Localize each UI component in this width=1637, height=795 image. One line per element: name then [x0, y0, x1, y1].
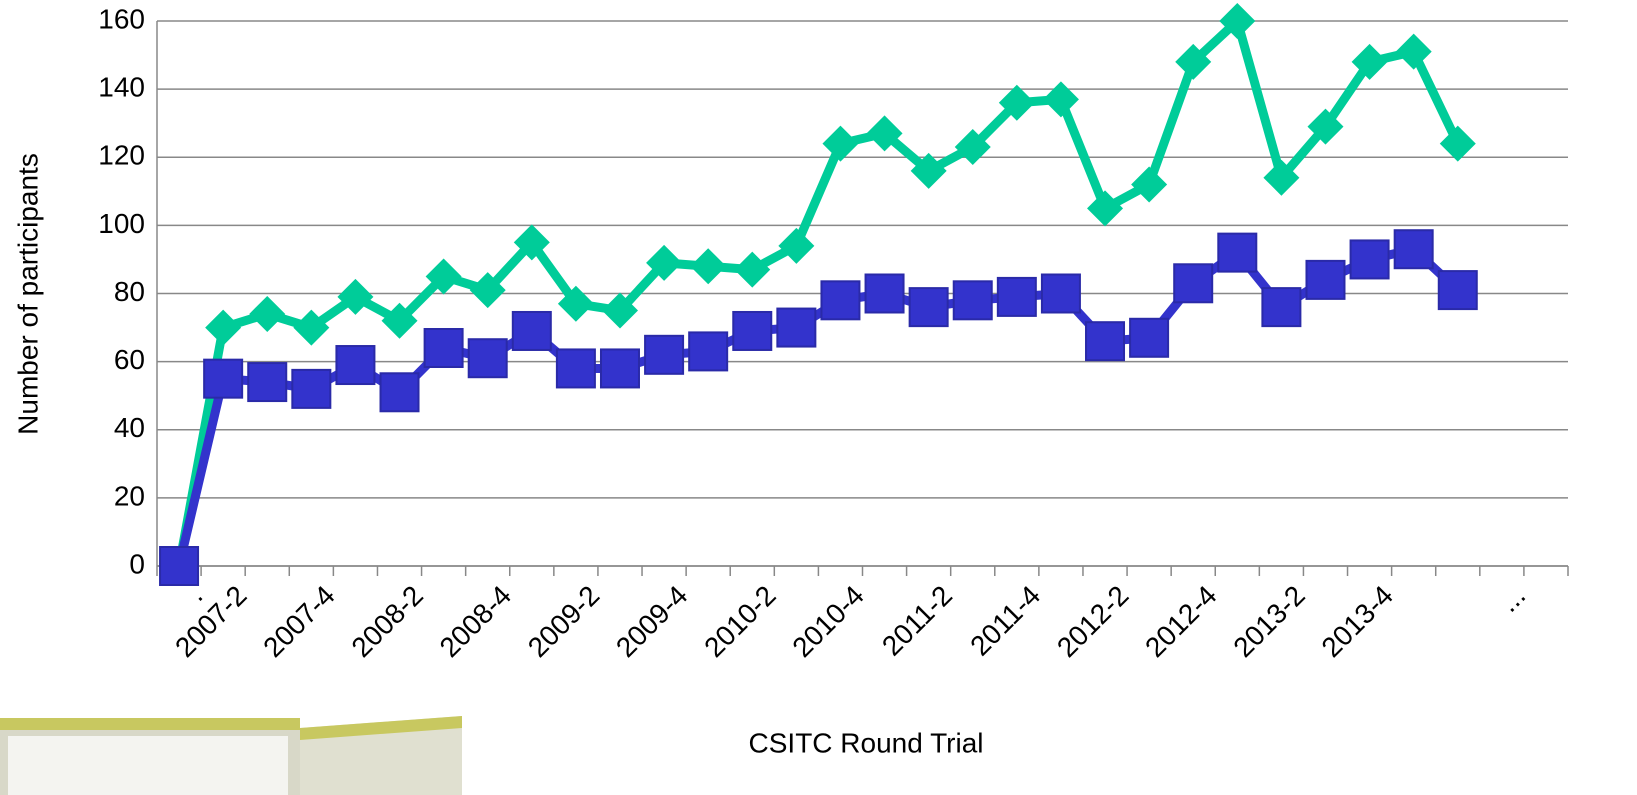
data-point: [1349, 239, 1390, 280]
data-point: [291, 368, 332, 409]
data-point: [998, 84, 1035, 121]
data-point: [1042, 81, 1079, 118]
data-point: [557, 285, 594, 322]
data-point: [690, 248, 727, 285]
data-point: [249, 295, 286, 332]
x-tick-label: 2013-2: [1227, 580, 1311, 664]
data-point: [734, 251, 771, 288]
y-tick-label: 140: [98, 72, 145, 103]
x-tick-label: 2007-4: [257, 580, 341, 664]
y-tick-label: 100: [98, 208, 145, 239]
data-point: [1307, 108, 1344, 145]
y-tick-label: 120: [98, 140, 145, 171]
data-point: [555, 348, 596, 389]
y-axis-label: Number of participants: [12, 153, 43, 435]
data-point: [335, 345, 376, 386]
data-point: [908, 287, 949, 328]
data-point: [467, 338, 508, 379]
x-axis-label: CSITC Round Trial: [749, 727, 984, 758]
data-point: [1085, 321, 1126, 362]
data-point: [601, 292, 638, 329]
data-point: [1175, 43, 1212, 80]
x-tick-label: 2009-2: [522, 580, 606, 664]
x-tick-label: 2012-2: [1051, 580, 1135, 664]
y-tick-label: 40: [114, 412, 145, 443]
data-point: [337, 278, 374, 315]
data-point: [1129, 317, 1170, 358]
thumbnail-screenshots: [0, 716, 462, 795]
x-tick-label: 2013-4: [1315, 580, 1399, 664]
data-point: [1351, 43, 1388, 80]
data-point: [511, 310, 552, 351]
data-point: [646, 244, 683, 281]
data-point: [954, 129, 991, 166]
data-point: [732, 310, 773, 351]
data-point: [293, 309, 330, 346]
data-point: [1305, 259, 1346, 300]
data-point: [1261, 287, 1302, 328]
x-tick-label: 2009-4: [610, 580, 694, 664]
x-tick-label: ...: [1493, 580, 1531, 618]
data-point: [644, 334, 685, 375]
data-point: [996, 276, 1037, 317]
data-point: [247, 362, 288, 403]
data-point: [1263, 159, 1300, 196]
data-point: [776, 307, 817, 348]
data-point: [379, 372, 420, 413]
data-point: [866, 115, 903, 152]
data-point: [381, 302, 418, 339]
data-point: [1087, 190, 1124, 227]
data-point: [864, 273, 905, 314]
data-point: [1393, 229, 1434, 270]
y-tick-label: 160: [98, 3, 145, 34]
data-point: [822, 125, 859, 162]
data-point: [1173, 263, 1214, 304]
y-tick-label: 0: [129, 548, 145, 579]
data-point: [1439, 125, 1476, 162]
x-tick-label: 2011-4: [964, 580, 1046, 662]
x-tick-label: 2008-2: [345, 580, 429, 664]
x-tick-label: 2008-4: [434, 580, 518, 664]
data-point: [778, 227, 815, 264]
data-point: [469, 272, 506, 309]
data-point: [952, 280, 993, 321]
data-point: [159, 546, 200, 586]
data-point: [910, 152, 947, 189]
x-tick-label: 2012-4: [1139, 580, 1223, 664]
y-tick-label: 60: [114, 344, 145, 375]
data-point: [688, 331, 729, 372]
data-point: [203, 358, 244, 399]
data-point: [1395, 33, 1432, 70]
x-tick-label: 2011-2: [876, 580, 958, 662]
data-point: [599, 348, 640, 389]
x-tick-label: 2007-2: [169, 580, 253, 664]
x-tick-label: 2010-2: [698, 580, 782, 664]
data-point: [1131, 166, 1168, 203]
y-tick-label: 80: [114, 276, 145, 307]
data-point: [1217, 232, 1258, 273]
data-point: [1437, 270, 1478, 311]
data-point: [205, 309, 242, 346]
data-point: [1219, 3, 1256, 39]
x-tick-label: 2010-4: [786, 580, 870, 664]
data-point: [425, 258, 462, 295]
data-point: [1040, 273, 1081, 314]
y-tick-label: 20: [114, 480, 145, 511]
data-point: [513, 224, 550, 261]
data-point: [820, 280, 861, 321]
data-point: [423, 328, 464, 368]
